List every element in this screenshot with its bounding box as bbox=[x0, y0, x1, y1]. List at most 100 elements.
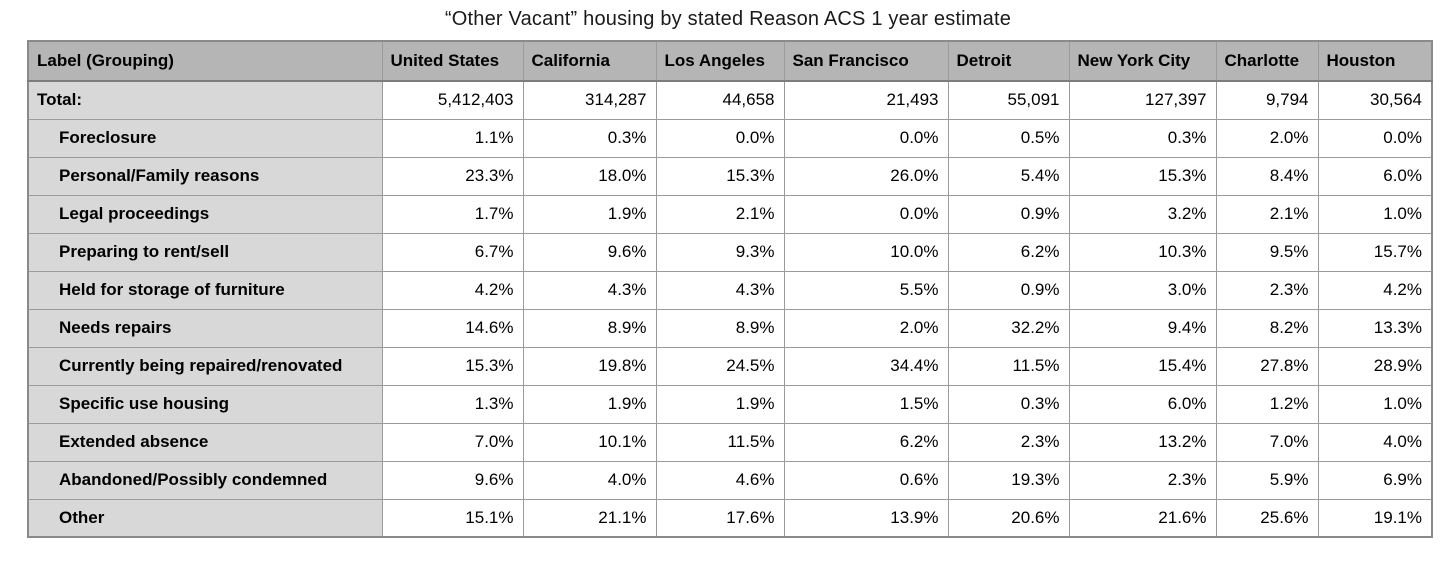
value-cell: 0.3% bbox=[947, 384, 1070, 424]
value-cell: 8.2% bbox=[1215, 308, 1319, 348]
row-label: Legal proceedings bbox=[27, 194, 383, 234]
value-cell: 26.0% bbox=[783, 156, 949, 196]
value-cell: 15.7% bbox=[1317, 232, 1433, 272]
value-cell: 21,493 bbox=[783, 80, 949, 120]
value-cell: 3.2% bbox=[1068, 194, 1217, 234]
row-label: Currently being repaired/renovated bbox=[27, 346, 383, 386]
value-cell: 0.3% bbox=[1068, 118, 1217, 158]
value-cell: 6.0% bbox=[1317, 156, 1433, 196]
value-cell: 1.9% bbox=[655, 384, 785, 424]
value-cell: 8.9% bbox=[655, 308, 785, 348]
row-label: Other bbox=[27, 498, 383, 538]
column-header-california: California bbox=[522, 40, 657, 82]
column-header-new-york-city: New York City bbox=[1068, 40, 1217, 82]
value-cell: 4.0% bbox=[522, 460, 657, 500]
value-cell: 14.6% bbox=[381, 308, 524, 348]
row-label: Held for storage of furniture bbox=[27, 270, 383, 310]
value-cell: 55,091 bbox=[947, 80, 1070, 120]
value-cell: 8.4% bbox=[1215, 156, 1319, 196]
column-header-label-grouping: Label (Grouping) bbox=[27, 40, 383, 82]
row-label: Foreclosure bbox=[27, 118, 383, 158]
value-cell: 20.6% bbox=[947, 498, 1070, 538]
total-row: Total: 5,412,403 314,287 44,658 21,493 55,091… bbox=[27, 80, 1433, 120]
row-label: Personal/Family reasons bbox=[27, 156, 383, 196]
value-cell: 0.0% bbox=[1317, 118, 1433, 158]
value-cell: 2.1% bbox=[1215, 194, 1319, 234]
value-cell: 10.1% bbox=[522, 422, 657, 462]
value-cell: 6.2% bbox=[783, 422, 949, 462]
value-cell: 0.0% bbox=[783, 118, 949, 158]
value-cell: 9.6% bbox=[522, 232, 657, 272]
value-cell: 15.4% bbox=[1068, 346, 1217, 386]
value-cell: 0.9% bbox=[947, 194, 1070, 234]
reason-row-currently-being-repaired-renovated: Currently being repaired/renovated 15.3% 1… bbox=[27, 346, 1433, 386]
column-header-los-angeles: Los Angeles bbox=[655, 40, 785, 82]
value-cell: 25.6% bbox=[1215, 498, 1319, 538]
value-cell: 6.7% bbox=[381, 232, 524, 272]
value-cell: 1.1% bbox=[381, 118, 524, 158]
value-cell: 0.6% bbox=[783, 460, 949, 500]
value-cell: 27.8% bbox=[1215, 346, 1319, 386]
value-cell: 13.2% bbox=[1068, 422, 1217, 462]
reason-row-personal-family-reasons: Personal/Family reasons 23.3% 18.0% 15.3% 26… bbox=[27, 156, 1433, 196]
value-cell: 19.1% bbox=[1317, 498, 1433, 538]
column-header-united-states: United States bbox=[381, 40, 524, 82]
reason-row-held-for-storage-of-furniture: Held for storage of furniture 4.2% 4.3% 4.3… bbox=[27, 270, 1433, 310]
value-cell: 5,412,403 bbox=[381, 80, 524, 120]
value-cell: 13.9% bbox=[783, 498, 949, 538]
row-label: Extended absence bbox=[27, 422, 383, 462]
value-cell: 1.0% bbox=[1317, 194, 1433, 234]
value-cell: 19.8% bbox=[522, 346, 657, 386]
value-cell: 9.3% bbox=[655, 232, 785, 272]
value-cell: 1.9% bbox=[522, 384, 657, 424]
value-cell: 127,397 bbox=[1068, 80, 1217, 120]
value-cell: 0.0% bbox=[655, 118, 785, 158]
value-cell: 0.9% bbox=[947, 270, 1070, 310]
value-cell: 6.2% bbox=[947, 232, 1070, 272]
value-cell: 1.0% bbox=[1317, 384, 1433, 424]
value-cell: 18.0% bbox=[522, 156, 657, 196]
reason-row-preparing-to-rent-sell: Preparing to rent/sell 6.7% 9.6% 9.3% 10.0% 6… bbox=[27, 232, 1433, 272]
column-header-charlotte: Charlotte bbox=[1215, 40, 1319, 82]
value-cell: 5.4% bbox=[947, 156, 1070, 196]
row-label: Abandoned/Possibly condemned bbox=[27, 460, 383, 500]
value-cell: 34.4% bbox=[783, 346, 949, 386]
value-cell: 1.9% bbox=[522, 194, 657, 234]
value-cell: 11.5% bbox=[655, 422, 785, 462]
value-cell: 1.2% bbox=[1215, 384, 1319, 424]
value-cell: 44,658 bbox=[655, 80, 785, 120]
reason-row-specific-use-housing: Specific use housing 1.3% 1.9% 1.9% 1.5% 0.3%… bbox=[27, 384, 1433, 424]
value-cell: 13.3% bbox=[1317, 308, 1433, 348]
value-cell: 7.0% bbox=[381, 422, 524, 462]
value-cell: 2.1% bbox=[655, 194, 785, 234]
value-cell: 19.3% bbox=[947, 460, 1070, 500]
value-cell: 4.6% bbox=[655, 460, 785, 500]
value-cell: 2.3% bbox=[1068, 460, 1217, 500]
column-header-san-francisco: San Francisco bbox=[783, 40, 949, 82]
value-cell: 30,564 bbox=[1317, 80, 1433, 120]
value-cell: 10.0% bbox=[783, 232, 949, 272]
value-cell: 24.5% bbox=[655, 346, 785, 386]
reason-row-legal-proceedings: Legal proceedings 1.7% 1.9% 2.1% 0.0% 0.9% 3.2… bbox=[27, 194, 1433, 234]
reason-row-other: Other 15.1% 21.1% 17.6% 13.9% 20.6% 21.6% 25.6%… bbox=[27, 498, 1433, 538]
value-cell: 10.3% bbox=[1068, 232, 1217, 272]
value-cell: 5.9% bbox=[1215, 460, 1319, 500]
page-title: “Other Vacant” housing by stated Reason … bbox=[444, 8, 1012, 30]
reason-row-extended-absence: Extended absence 7.0% 10.1% 11.5% 6.2% 2.3% 13… bbox=[27, 422, 1433, 462]
value-cell: 15.1% bbox=[381, 498, 524, 538]
value-cell: 2.3% bbox=[947, 422, 1070, 462]
value-cell: 2.0% bbox=[1215, 118, 1319, 158]
value-cell: 6.9% bbox=[1317, 460, 1433, 500]
value-cell: 21.6% bbox=[1068, 498, 1217, 538]
value-cell: 15.3% bbox=[655, 156, 785, 196]
value-cell: 0.3% bbox=[522, 118, 657, 158]
value-cell: 1.3% bbox=[381, 384, 524, 424]
value-cell: 0.0% bbox=[783, 194, 949, 234]
value-cell: 7.0% bbox=[1215, 422, 1319, 462]
value-cell: 9.4% bbox=[1068, 308, 1217, 348]
value-cell: 32.2% bbox=[947, 308, 1070, 348]
value-cell: 28.9% bbox=[1317, 346, 1433, 386]
value-cell: 9.5% bbox=[1215, 232, 1319, 272]
table-header-row: Label (Grouping) United States California L… bbox=[27, 40, 1433, 82]
column-header-houston: Houston bbox=[1317, 40, 1433, 82]
